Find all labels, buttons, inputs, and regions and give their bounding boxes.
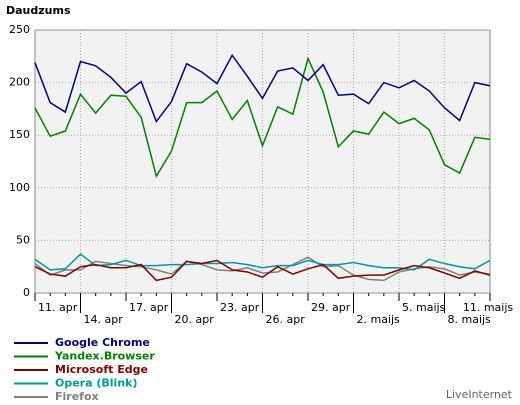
x-tick-label: 8. maijs	[448, 313, 492, 326]
legend-label: Opera (Blink)	[55, 377, 138, 390]
x-tick-label: 2. maijs	[357, 313, 401, 326]
x-tick-label: 20. apr	[175, 313, 215, 326]
x-tick-label: 11. maijs	[463, 301, 514, 314]
legend-label: Yandex.Browser	[54, 350, 155, 363]
y-tick-label: 200	[9, 76, 30, 89]
legend-label: Google Chrome	[55, 336, 150, 349]
y-tick-label: 250	[9, 23, 30, 36]
y-tick-label: 100	[9, 181, 30, 194]
x-tick-label: 5. maijs	[402, 301, 446, 314]
x-tick-label: 23. apr	[220, 301, 260, 314]
y-tick-label: 0	[23, 286, 30, 299]
x-tick-label: 29. apr	[311, 301, 351, 314]
series-line	[34, 56, 491, 179]
series-line	[34, 259, 491, 282]
y-tick-label: 50	[16, 233, 30, 246]
y-tick-label: 150	[9, 128, 30, 141]
x-tick-label: 11. apr	[38, 301, 78, 314]
series-line	[34, 53, 491, 124]
x-tick-label: 14. apr	[84, 313, 124, 326]
x-tick-label: 17. apr	[129, 301, 169, 314]
credit: LiveInternet	[446, 388, 513, 401]
x-tick-label: 26. apr	[266, 313, 306, 326]
legend-label: Firefox	[55, 390, 99, 403]
chart-title: Daudzums	[6, 4, 71, 17]
legend-label: Microsoft Edge	[55, 363, 148, 376]
series-line	[34, 253, 491, 271]
series-line	[34, 256, 491, 282]
